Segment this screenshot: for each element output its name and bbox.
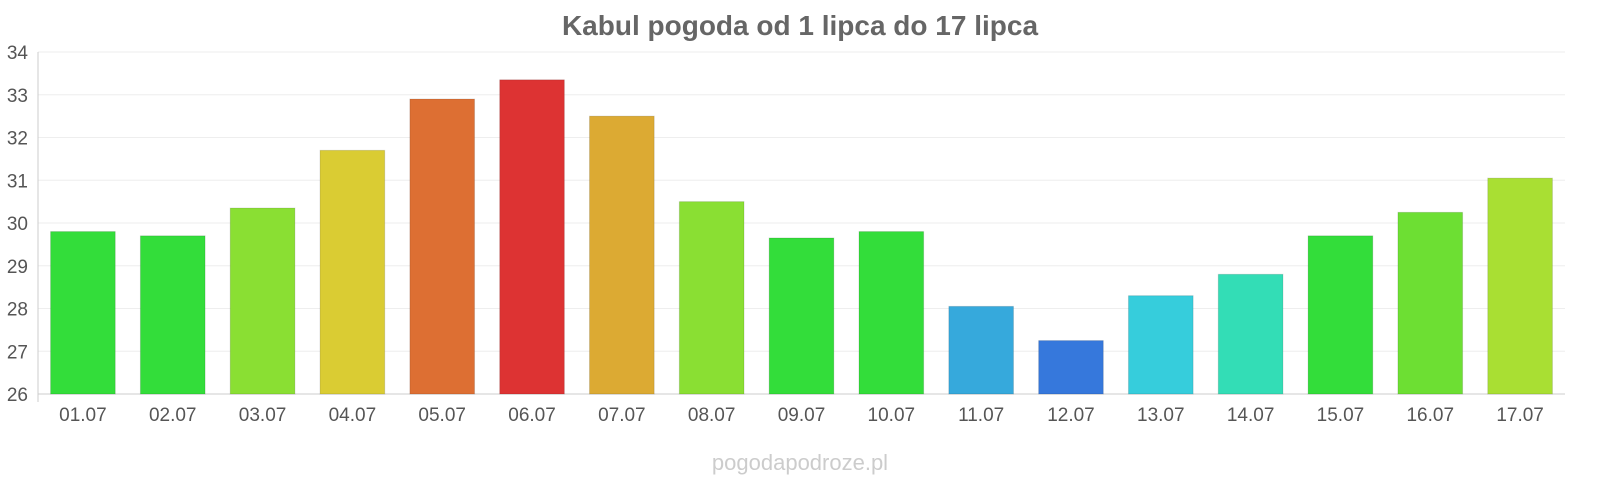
y-tick-label: 26	[7, 385, 28, 406]
bars	[50, 79, 1553, 395]
x-tick-label: 11.07	[958, 405, 1004, 426]
axis-labels: 26 27 28 29 30 31 32 33 34 01.07 02.07 03.07 04.07 05…	[7, 43, 1544, 426]
x-tick-label: 17.07	[1496, 405, 1544, 426]
bar-02.07	[139, 235, 206, 395]
bar-10.07	[858, 231, 925, 395]
y-tick-label: 30	[7, 214, 28, 235]
bar-05.07	[409, 98, 476, 395]
chart-title: Kabul pogoda od 1 lipca do 17 lipca	[561, 10, 1039, 41]
bar-09.07	[768, 237, 835, 395]
y-tick-label: 27	[7, 342, 28, 363]
bar-04.07	[319, 149, 386, 395]
x-tick-label: 07.07	[598, 405, 646, 426]
bar-13.07	[1127, 295, 1194, 395]
x-tick-label: 04.07	[329, 405, 377, 426]
y-tick-label: 31	[7, 171, 28, 192]
y-tick-label: 32	[7, 129, 28, 150]
bar-16.07	[1397, 211, 1464, 395]
site-watermark: pogodapodroze.pl	[711, 450, 889, 475]
bar-17.07	[1487, 177, 1553, 395]
x-tick-label: 16.07	[1406, 405, 1454, 426]
bar-07.07	[589, 115, 655, 395]
x-tick-label: 02.07	[149, 405, 197, 426]
x-tick-label: 06.07	[508, 405, 556, 426]
bar-15.07	[1307, 235, 1374, 395]
bar-12.07	[1038, 340, 1104, 395]
bar-01.07	[50, 231, 116, 395]
y-tick-label: 29	[7, 257, 28, 278]
y-tick-label: 33	[7, 86, 28, 107]
x-tick-label: 09.07	[778, 405, 826, 426]
x-tick-label: 05.07	[418, 405, 466, 426]
y-tick-label: 28	[7, 300, 28, 321]
x-tick-label: 12.07	[1047, 405, 1095, 426]
bar-11.07	[948, 305, 1014, 395]
x-tick-label: 03.07	[239, 405, 287, 426]
y-tick-label: 34	[7, 43, 29, 64]
x-tick-label: 10.07	[868, 405, 916, 426]
bar-03.07	[229, 207, 296, 395]
bar-08.07	[678, 201, 745, 395]
bar-14.07	[1217, 273, 1284, 395]
x-tick-label: 13.07	[1137, 405, 1185, 426]
x-tick-label: 01.07	[59, 405, 107, 426]
bar-06.07	[499, 79, 565, 395]
x-tick-label: 15.07	[1317, 405, 1365, 426]
x-tick-label: 14.07	[1227, 405, 1275, 426]
x-tick-label: 08.07	[688, 405, 736, 426]
